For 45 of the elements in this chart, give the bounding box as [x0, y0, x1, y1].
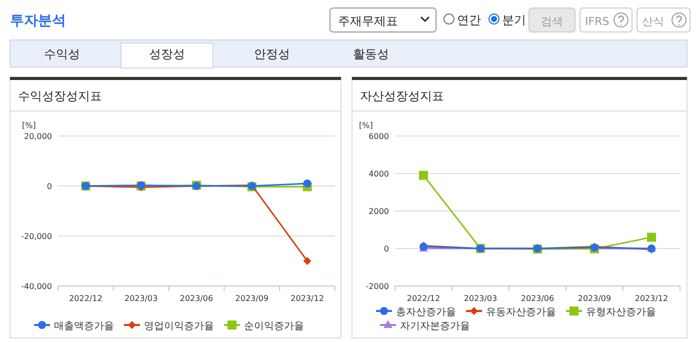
x-tick-label: 2022/12: [406, 294, 440, 303]
text: 투자분석: [10, 13, 66, 29]
legend-label: 영업이익증가율: [144, 321, 214, 332]
x-tick-label: 2023/06: [180, 294, 214, 303]
y-tick-label: 6000: [368, 132, 389, 141]
point: [419, 170, 428, 180]
x-tick-label: 2023/09: [235, 294, 269, 303]
y-tick-label: 0: [46, 182, 52, 191]
x-tick-label: 2023/12: [634, 294, 668, 303]
x-tick-label: 2023/09: [578, 294, 612, 303]
x-tick-label: 2023/03: [124, 294, 158, 303]
text: 분기: [502, 13, 526, 27]
y-tick-label: 2000: [368, 207, 389, 216]
point: [303, 180, 312, 188]
legend-label: 매출액증가율: [54, 321, 114, 332]
x-tick-label: 2022/12: [69, 294, 102, 303]
x-tick-label: 2023/03: [464, 294, 498, 303]
y-tick-label: -40,000: [21, 282, 52, 291]
point: [303, 257, 312, 265]
text: 활동성: [353, 47, 389, 61]
point: [647, 232, 656, 242]
y-tick-label: 4000: [368, 170, 389, 178]
chart-title: 자산성장성지표: [360, 89, 444, 103]
x-tick-label: 2023/12: [290, 294, 324, 303]
y-tick-label: 20,000: [24, 132, 52, 141]
legend-label: 유동자산증가율: [486, 307, 556, 318]
chart-title: 수익성장성지표: [18, 89, 102, 103]
x-tick-label: 2023/06: [520, 294, 554, 303]
text: 안정성: [254, 47, 290, 61]
text: 주재무제표: [338, 14, 398, 28]
legend-label: 순이익증가율: [244, 321, 304, 332]
text: 검색: [541, 15, 563, 28]
y-tick-label: 0: [384, 244, 389, 254]
legend-label: 유형자산증가율: [586, 307, 656, 318]
legend-label: 자기자본증가율: [400, 321, 470, 332]
text: 연간: [457, 13, 481, 27]
y-axis-title: [%]: [359, 121, 373, 130]
y-tick-label: -2000: [366, 282, 389, 291]
text: 산식: [642, 15, 664, 28]
text: IFRS: [585, 15, 610, 28]
y-tick-label: -20,000: [21, 232, 52, 241]
text: 수익성: [44, 47, 80, 61]
y-axis-title: [%]: [22, 121, 36, 130]
text: 성장성: [149, 47, 185, 61]
legend-label: 총자산증가율: [396, 307, 456, 318]
